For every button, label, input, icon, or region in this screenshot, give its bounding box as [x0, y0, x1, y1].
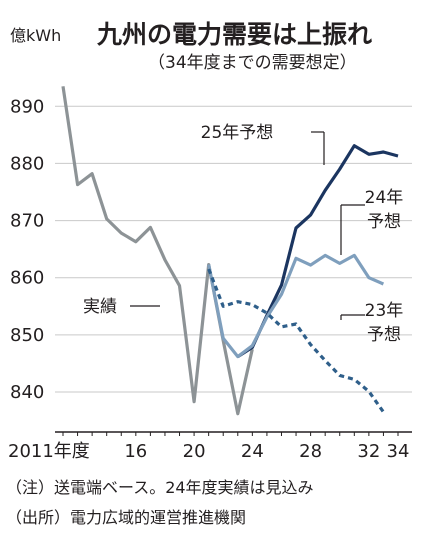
footnote-source: （出所）電力広域的運営推進機関 — [6, 508, 246, 527]
annotation-label-3-1: 予想 — [367, 325, 401, 345]
y-tick-label-850: 850 — [10, 325, 44, 346]
chart-subtitle: （34年度までの需要想定） — [148, 53, 357, 73]
x-tick-label-2028: 28 — [299, 441, 322, 462]
y-axis-label: 億kWh — [10, 26, 61, 45]
x-axis: 2011年度 16 20 24 28 32 34 — [8, 431, 412, 462]
series-lines — [61, 86, 399, 416]
annotation-label-1-0: 25年予想 — [201, 123, 274, 143]
y-tick-label-880: 880 — [10, 153, 44, 174]
series-line-2 — [207, 253, 385, 359]
y-tick-label-840: 840 — [10, 382, 44, 403]
annotation-label-2-0: 24年 — [365, 188, 404, 208]
footnote-note: （注）送電端ベース。24年度実績は見込み — [6, 478, 314, 497]
chart-title: 九州の電力需要は上振れ — [96, 20, 372, 49]
annotation-label-0-0: 実績 — [83, 297, 117, 317]
y-tick-label-890: 890 — [10, 96, 44, 117]
y-tick-label-860: 860 — [10, 268, 44, 289]
y-tick-label-870: 870 — [10, 211, 44, 232]
grid-lines — [55, 105, 412, 393]
annotation-label-3-0: 23年 — [365, 301, 404, 321]
x-tick-label-2024: 24 — [241, 441, 264, 462]
x-tick-label-2011: 2011年度 — [8, 441, 90, 462]
annotation-label-2-1: 予想 — [367, 212, 401, 232]
x-tick-label-2034: 34 — [387, 441, 410, 462]
x-tick-label-2020: 20 — [183, 441, 206, 462]
x-tick-label-2016: 16 — [124, 441, 147, 462]
series-line-3 — [207, 268, 385, 413]
x-tick-label-2032: 32 — [357, 441, 380, 462]
y-axis-ticks: 840 850 860 870 880 890 — [10, 96, 44, 403]
